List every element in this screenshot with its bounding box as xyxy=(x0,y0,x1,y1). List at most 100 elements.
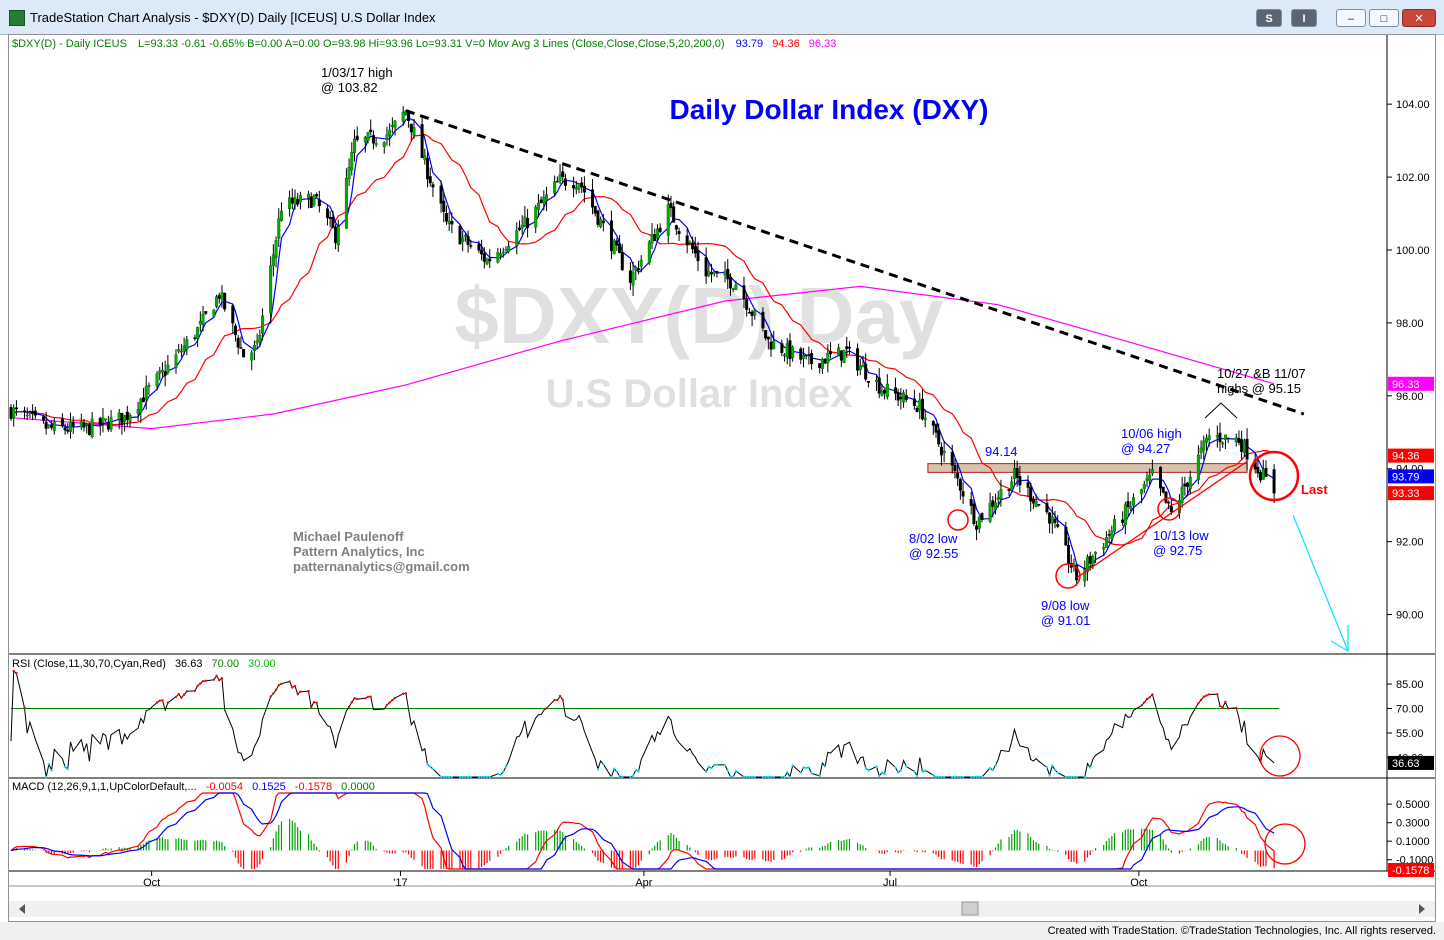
candle-body xyxy=(885,383,889,397)
rsi-overbought-mark xyxy=(182,693,186,696)
candle-body xyxy=(485,259,489,265)
candle-body xyxy=(426,157,430,180)
candle-body xyxy=(1242,440,1246,453)
candle-body xyxy=(261,315,265,334)
candle-body xyxy=(582,185,586,193)
candle-body xyxy=(98,418,102,426)
rsi-oversold-mark xyxy=(710,766,713,770)
candle-body xyxy=(1056,524,1060,527)
close-button[interactable]: ✕ xyxy=(1402,9,1436,27)
candle-body xyxy=(520,224,524,229)
rsi-oversold-mark xyxy=(734,769,738,773)
candle-body xyxy=(647,241,651,264)
rsi-oversold-mark xyxy=(750,775,754,779)
candle-body xyxy=(1064,526,1068,546)
candle-body xyxy=(120,412,124,425)
scroll-left-icon[interactable] xyxy=(19,904,25,914)
projection-arrow-head xyxy=(1330,625,1349,653)
candle-body xyxy=(423,155,427,161)
rsi-oversold-mark xyxy=(477,775,481,779)
rsi-oversold-mark xyxy=(818,774,821,778)
scroll-right-icon[interactable] xyxy=(1419,904,1425,914)
candle-body xyxy=(82,422,86,428)
candle-body xyxy=(25,414,29,417)
rsi-oversold-mark xyxy=(761,775,765,779)
rsi-oversold-mark xyxy=(959,775,962,779)
chart-window[interactable]: $DXY(D) - Daily ICEUS L=93.33 -0.61 -0.6… xyxy=(8,34,1436,922)
candle-body xyxy=(829,351,833,355)
price-tick-label: 98.00 xyxy=(1396,318,1424,330)
rsi-oversold-mark xyxy=(742,775,746,779)
candle-body xyxy=(1091,555,1095,566)
candle-body xyxy=(85,423,89,425)
rsi-oversold-mark xyxy=(466,775,470,779)
macd-tick-label: 0.3000 xyxy=(1396,818,1430,830)
candle-body xyxy=(618,243,622,254)
candle-body xyxy=(866,381,870,383)
price-tag-label: 93.33 xyxy=(1392,488,1420,500)
rsi-oversold-mark xyxy=(612,767,616,770)
candle-body xyxy=(444,213,448,222)
candle-body xyxy=(615,240,619,246)
rsi-oversold-mark xyxy=(980,775,984,779)
candle-body xyxy=(204,311,208,314)
symbol-link-s-button[interactable]: S xyxy=(1256,9,1282,27)
scrollbar-thumb[interactable] xyxy=(961,901,979,916)
candle-body xyxy=(60,418,64,427)
rsi-overbought-mark xyxy=(161,699,164,702)
rsi-overbought-mark xyxy=(1145,697,1149,701)
rsi-overbought-mark xyxy=(204,679,207,683)
candle-body xyxy=(290,197,294,204)
candle-body xyxy=(1237,437,1241,443)
candle-body xyxy=(144,386,148,400)
rsi-oversold-mark xyxy=(875,765,878,768)
candle-body xyxy=(904,395,908,400)
rsi-overbought-mark xyxy=(1151,693,1154,696)
horizontal-scrollbar[interactable] xyxy=(9,901,1435,917)
maximize-button[interactable]: □ xyxy=(1369,9,1399,27)
candle-body xyxy=(239,347,243,349)
candle-body xyxy=(9,407,13,419)
candle-body xyxy=(439,185,443,204)
candle-body xyxy=(753,310,757,316)
candle-body xyxy=(1234,437,1238,443)
minimize-button[interactable]: – xyxy=(1336,9,1366,27)
candle-body xyxy=(507,246,511,252)
rsi-overbought-mark xyxy=(545,707,548,710)
rsi-oversold-mark xyxy=(953,775,957,779)
rsi-oversold-mark xyxy=(823,765,827,768)
tradestation-app-icon xyxy=(9,10,25,26)
rsi-oversold-mark xyxy=(502,770,505,774)
candle-body xyxy=(142,397,146,403)
candle-body xyxy=(1180,486,1184,503)
sep08-low-circle xyxy=(1055,563,1081,589)
rsi-overbought-mark xyxy=(1202,695,1205,698)
price-tag-box xyxy=(1388,376,1434,391)
price-tag-label: 94.36 xyxy=(1392,451,1420,463)
chart-canvas[interactable]: $DXY(D) - Daily ICEUS L=93.33 -0.61 -0.6… xyxy=(9,35,1435,921)
candle-body xyxy=(325,208,329,218)
candle-body xyxy=(553,181,557,194)
rsi-oversold-mark xyxy=(899,769,903,772)
candle-body xyxy=(328,217,332,220)
projection-arrow-shaft xyxy=(1292,514,1349,652)
candle-body xyxy=(977,516,981,529)
price-axis: 104.00102.00100.0098.0096.0094.0092.0090… xyxy=(1387,99,1430,622)
ma5-line xyxy=(10,117,1275,570)
candle-body xyxy=(769,341,773,350)
candle-body xyxy=(877,377,881,394)
candle-body xyxy=(1026,482,1030,488)
rsi-oversold-mark xyxy=(47,763,51,766)
candle-body xyxy=(1240,439,1244,452)
rsi-oversold-mark xyxy=(878,774,881,778)
rsi-tag-box xyxy=(1388,755,1434,770)
candle-body xyxy=(174,354,178,368)
indicator-i-button[interactable]: I xyxy=(1291,9,1317,27)
rsi-overbought-mark xyxy=(199,682,202,685)
candle-body xyxy=(393,120,397,128)
candle-body xyxy=(250,352,254,361)
candle-body xyxy=(723,271,727,276)
candle-body xyxy=(750,311,754,316)
rsi-oversold-mark xyxy=(1064,775,1068,779)
